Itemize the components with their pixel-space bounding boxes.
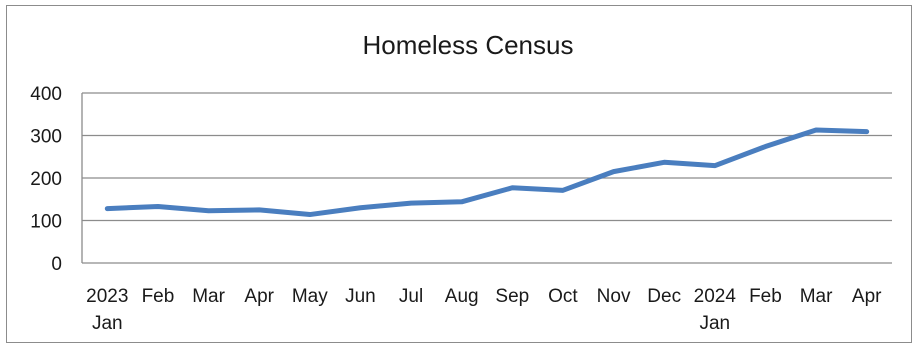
series-line — [104, 127, 870, 218]
x-tick-label: Mar — [192, 286, 225, 307]
gridlines — [81, 92, 892, 264]
x-tick-sublabel: Jan — [699, 313, 730, 334]
x-tick-label: Apr — [244, 286, 274, 307]
x-tick-sublabel: Jan — [92, 313, 123, 334]
y-tick-label: 300 — [30, 127, 62, 148]
x-tick-label: Jun — [345, 286, 376, 307]
y-tick-label: 100 — [30, 212, 62, 233]
y-tick-label: 0 — [51, 254, 62, 275]
series-group — [104, 127, 870, 218]
x-tick-label: Mar — [800, 286, 833, 307]
chart-title: Homeless Census — [363, 30, 574, 60]
x-axis-ticks: 2023 Jan Feb Mar Apr May Jun Jul Aug Sep Oct Nov Dec… — [86, 286, 882, 334]
x-tick-label: 2023 — [86, 286, 128, 307]
y-tick-label: 400 — [30, 84, 62, 105]
x-tick-label: Jul — [399, 286, 423, 307]
x-tick-label: Oct — [548, 286, 578, 307]
chart-frame — [6, 5, 912, 343]
x-tick-label: Feb — [749, 286, 782, 307]
y-tick-label: 200 — [30, 169, 62, 190]
x-tick-label: Sep — [495, 286, 529, 307]
x-tick-label: Dec — [647, 286, 681, 307]
x-tick-label: 2024 — [694, 286, 737, 307]
y-axis-ticks: 0 100 200 300 400 — [30, 84, 62, 275]
x-tick-label: Nov — [597, 286, 631, 307]
x-tick-label: Feb — [142, 286, 175, 307]
x-tick-label: Aug — [445, 286, 479, 307]
x-tick-label: May — [292, 286, 328, 307]
x-tick-label: Apr — [852, 286, 882, 307]
